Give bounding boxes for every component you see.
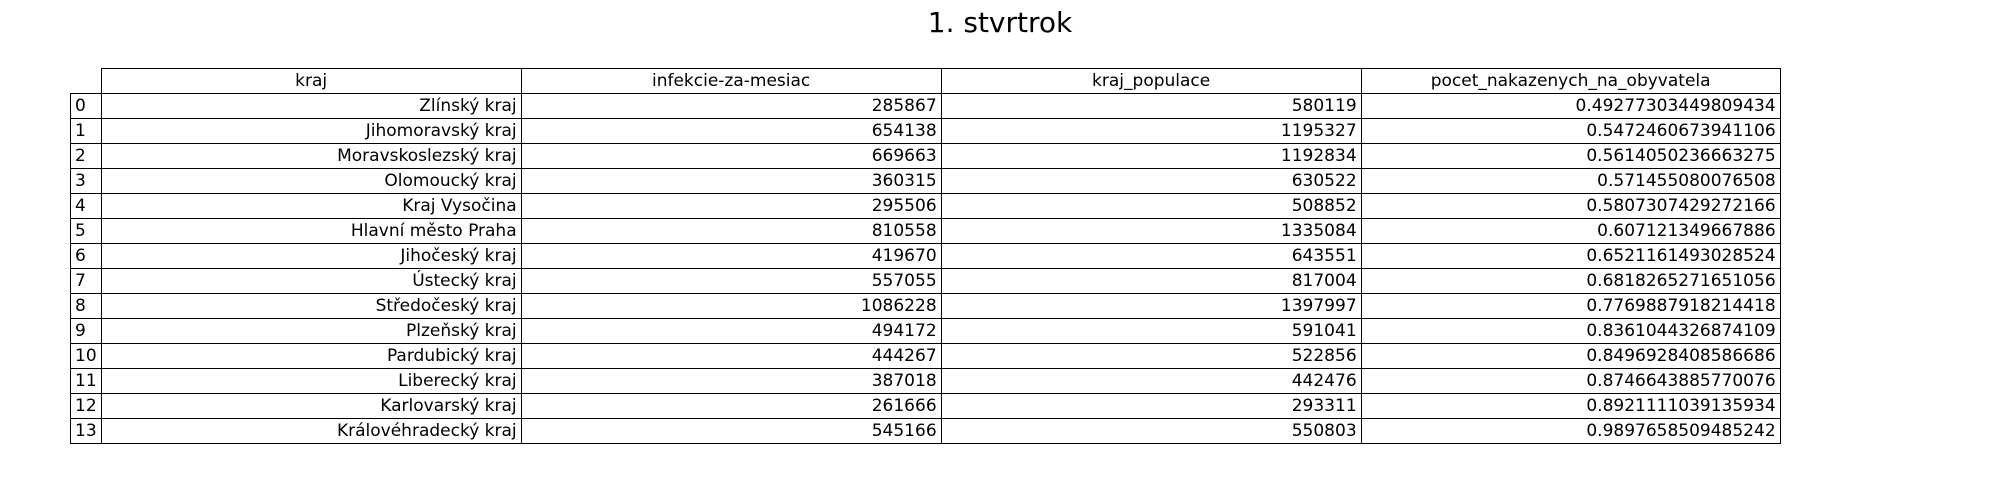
pomer-cell: 0.607121349667886 [1360, 218, 1781, 244]
table-row: 8 Středočeský kraj 1086228 1397997 0.7769887… [70, 293, 1781, 319]
populace-cell: 630522 [940, 168, 1362, 194]
table-row: 7 Ústecký kraj 557055 817004 0.6818265271651… [70, 268, 1781, 294]
populace-cell: 550803 [940, 418, 1362, 444]
infekcie-cell: 444267 [520, 343, 942, 369]
pomer-cell: 0.49277303449809434 [1360, 93, 1781, 119]
table-row: 10 Pardubický kraj 444267 522856 0.849692840… [70, 343, 1781, 369]
table-row: 1 Jihomoravský kraj 654138 1195327 0.5472460… [70, 118, 1781, 144]
table-row: 4 Kraj Vysočina 295506 508852 0.580730742927… [70, 193, 1781, 219]
kraj-cell: Plzeňský kraj [100, 318, 522, 344]
kraj-cell: Liberecký kraj [100, 368, 522, 394]
corner-cell [70, 68, 102, 94]
row-index-cell: 3 [70, 168, 102, 194]
pomer-cell: 0.5614050236663275 [1360, 143, 1781, 169]
table-row: 11 Liberecký kraj 387018 442476 0.8746643885… [70, 368, 1781, 394]
table-row: 3 Olomoucký kraj 360315 630522 0.57145508007… [70, 168, 1781, 194]
column-header-populace: kraj_populace [940, 68, 1362, 94]
row-index-cell: 4 [70, 193, 102, 219]
row-index-cell: 2 [70, 143, 102, 169]
populace-cell: 1195327 [940, 118, 1362, 144]
table-row: 5 Hlavní město Praha 810558 1335084 0.607121… [70, 218, 1781, 244]
row-index-cell: 0 [70, 93, 102, 119]
row-index-cell: 1 [70, 118, 102, 144]
pomer-cell: 0.9897658509485242 [1360, 418, 1781, 444]
pomer-cell: 0.5807307429272166 [1360, 193, 1781, 219]
header-row: kraj infekcie-za-mesiac kraj_populace po… [70, 68, 1781, 94]
row-index-cell: 7 [70, 268, 102, 294]
infekcie-cell: 669663 [520, 143, 942, 169]
data-table: kraj infekcie-za-mesiac kraj_populace po… [70, 68, 1781, 444]
kraj-cell: Pardubický kraj [100, 343, 522, 369]
row-index-cell: 5 [70, 218, 102, 244]
infekcie-cell: 494172 [520, 318, 942, 344]
infekcie-cell: 557055 [520, 268, 942, 294]
pomer-cell: 0.8921111039135934 [1360, 393, 1781, 419]
kraj-cell: Hlavní město Praha [100, 218, 522, 244]
kraj-cell: Olomoucký kraj [100, 168, 522, 194]
populace-cell: 1192834 [940, 143, 1362, 169]
populace-cell: 508852 [940, 193, 1362, 219]
infekcie-cell: 419670 [520, 243, 942, 269]
populace-cell: 522856 [940, 343, 1362, 369]
table-row: 13 Královéhradecký kraj 545166 550803 0.9897… [70, 418, 1781, 444]
pomer-cell: 0.6818265271651056 [1360, 268, 1781, 294]
infekcie-cell: 261666 [520, 393, 942, 419]
row-index-cell: 9 [70, 318, 102, 344]
data-table-container: kraj infekcie-za-mesiac kraj_populace po… [70, 68, 1781, 444]
infekcie-cell: 285867 [520, 93, 942, 119]
kraj-cell: Zlínský kraj [100, 93, 522, 119]
populace-cell: 591041 [940, 318, 1362, 344]
table-row: 2 Moravskoslezský kraj 669663 1192834 0.5614… [70, 143, 1781, 169]
populace-cell: 1335084 [940, 218, 1362, 244]
infekcie-cell: 1086228 [520, 293, 942, 319]
pomer-cell: 0.8361044326874109 [1360, 318, 1781, 344]
infekcie-cell: 387018 [520, 368, 942, 394]
kraj-cell: Středočeský kraj [100, 293, 522, 319]
kraj-cell: Ústecký kraj [100, 268, 522, 294]
populace-cell: 643551 [940, 243, 1362, 269]
row-index-cell: 8 [70, 293, 102, 319]
pomer-cell: 0.7769887918214418 [1360, 293, 1781, 319]
row-index-cell: 6 [70, 243, 102, 269]
infekcie-cell: 545166 [520, 418, 942, 444]
pomer-cell: 0.8496928408586686 [1360, 343, 1781, 369]
table-row: 9 Plzeňský kraj 494172 591041 0.836104432687… [70, 318, 1781, 344]
kraj-cell: Karlovarský kraj [100, 393, 522, 419]
table-row: 0 Zlínský kraj 285867 580119 0.4927730344980… [70, 93, 1781, 119]
chart-title: 1. stvrtrok [927, 6, 1073, 39]
row-index-cell: 13 [70, 418, 102, 444]
pomer-cell: 0.571455080076508 [1360, 168, 1781, 194]
row-index-cell: 12 [70, 393, 102, 419]
infekcie-cell: 360315 [520, 168, 942, 194]
row-index-cell: 11 [70, 368, 102, 394]
table-row: 6 Jihočeský kraj 419670 643551 0.65211614930… [70, 243, 1781, 269]
populace-cell: 293311 [940, 393, 1362, 419]
infekcie-cell: 654138 [520, 118, 942, 144]
column-header-pomer: pocet_nakazenych_na_obyvatela [1360, 68, 1781, 94]
infekcie-cell: 295506 [520, 193, 942, 219]
kraj-cell: Jihomoravský kraj [100, 118, 522, 144]
column-header-infekcie: infekcie-za-mesiac [520, 68, 942, 94]
column-header-kraj: kraj [100, 68, 522, 94]
kraj-cell: Moravskoslezský kraj [100, 143, 522, 169]
populace-cell: 817004 [940, 268, 1362, 294]
table-row: 12 Karlovarský kraj 261666 293311 0.89211110… [70, 393, 1781, 419]
populace-cell: 1397997 [940, 293, 1362, 319]
kraj-cell: Kraj Vysočina [100, 193, 522, 219]
populace-cell: 580119 [940, 93, 1362, 119]
infekcie-cell: 810558 [520, 218, 942, 244]
kraj-cell: Královéhradecký kraj [100, 418, 522, 444]
pomer-cell: 0.8746643885770076 [1360, 368, 1781, 394]
row-index-cell: 10 [70, 343, 102, 369]
populace-cell: 442476 [940, 368, 1362, 394]
table-body: 0 Zlínský kraj 285867 580119 0.4927730344980… [70, 93, 1781, 444]
kraj-cell: Jihočeský kraj [100, 243, 522, 269]
pomer-cell: 0.5472460673941106 [1360, 118, 1781, 144]
pomer-cell: 0.6521161493028524 [1360, 243, 1781, 269]
